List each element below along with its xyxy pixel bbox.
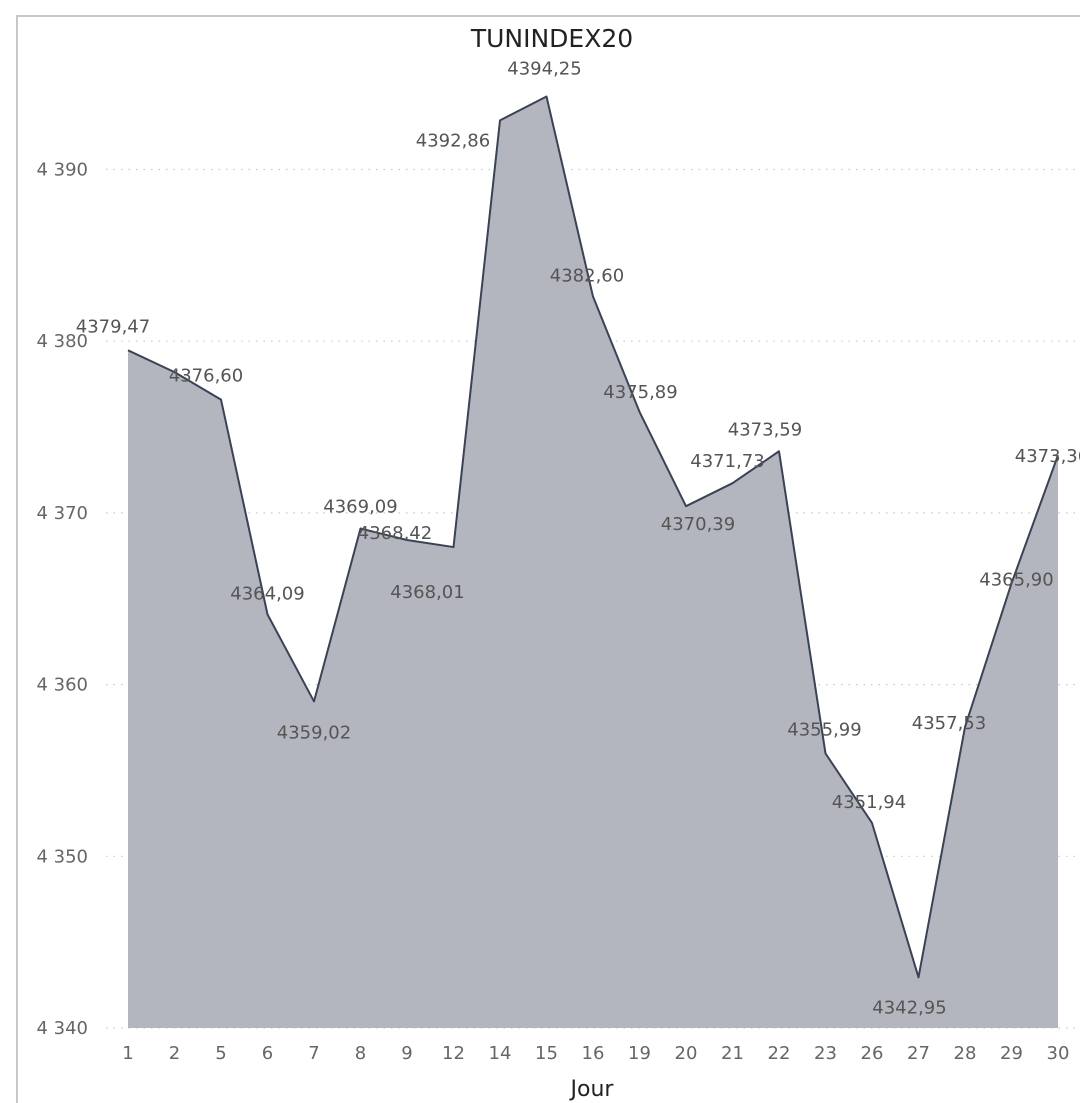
x-tick-label: 8 <box>355 1043 366 1064</box>
data-label: 4359,02 <box>277 722 351 743</box>
x-tick-label: 21 <box>721 1043 744 1064</box>
x-axis-ticks: 1 2 5 6 7 8 9 12 14 15 16 19 20 21 22 23 26 27 28 29 30 <box>122 1043 1069 1064</box>
x-tick-label: 15 <box>535 1043 558 1064</box>
data-label: 4376,60 <box>169 366 243 387</box>
x-tick-label: 19 <box>628 1043 651 1064</box>
data-label: 4368,42 <box>358 523 432 544</box>
x-tick-label: 27 <box>907 1043 930 1064</box>
x-tick-label: 9 <box>401 1043 412 1064</box>
x-tick-label: 12 <box>442 1043 465 1064</box>
data-label: 4371,73 <box>690 451 764 472</box>
x-tick-label: 14 <box>489 1043 512 1064</box>
y-tick-label: 4 380 <box>36 331 88 352</box>
data-labels: 4379,47 4376,60 4364,09 4359,02 4369,09 4368,… <box>76 59 1080 1019</box>
data-label: 4355,99 <box>787 719 861 740</box>
y-axis-ticks: 4 340 4 350 4 360 4 370 4 380 4 390 <box>36 160 88 1040</box>
data-label: 4365,90 <box>979 569 1053 590</box>
x-tick-label: 28 <box>954 1043 977 1064</box>
y-tick-label: 4 390 <box>36 160 88 181</box>
x-axis-title: Jour <box>569 1077 615 1102</box>
x-tick-label: 7 <box>308 1043 319 1064</box>
data-label: 4373,59 <box>728 419 802 440</box>
data-label: 4375,89 <box>603 382 677 403</box>
x-tick-label: 26 <box>861 1043 884 1064</box>
data-label: 4351,94 <box>832 792 906 813</box>
y-tick-label: 4 360 <box>36 675 88 696</box>
x-tick-label: 22 <box>768 1043 791 1064</box>
y-tick-label: 4 340 <box>36 1018 88 1039</box>
data-label: 4357,53 <box>912 713 986 734</box>
x-tick-label: 23 <box>814 1043 837 1064</box>
x-tick-label: 29 <box>1000 1043 1023 1064</box>
data-label: 4368,01 <box>390 582 464 603</box>
y-tick-label: 4 350 <box>36 846 88 867</box>
plot-area <box>127 95 1059 1029</box>
x-tick-label: 6 <box>262 1043 273 1064</box>
data-label: 4364,09 <box>230 583 304 604</box>
x-tick-label: 16 <box>582 1043 605 1064</box>
chart-border <box>16 15 1080 1103</box>
data-label: 4373,36 <box>1015 446 1080 467</box>
x-tick-label: 1 <box>122 1043 133 1064</box>
data-label: 4369,09 <box>323 497 397 518</box>
data-label: 4379,47 <box>76 316 150 337</box>
series-area <box>128 96 1058 1029</box>
data-label: 4370,39 <box>661 514 735 535</box>
y-tick-label: 4 370 <box>36 503 88 524</box>
data-label: 4392,86 <box>416 130 490 151</box>
chart-title: TUNINDEX20 <box>470 24 633 53</box>
data-label: 4382,60 <box>550 266 624 287</box>
x-tick-label: 2 <box>169 1043 180 1064</box>
data-label: 4342,95 <box>872 997 946 1018</box>
series-line <box>127 95 1059 979</box>
x-tick-label: 20 <box>675 1043 698 1064</box>
data-label: 4394,25 <box>507 59 581 80</box>
x-tick-label: 30 <box>1047 1043 1070 1064</box>
x-tick-label: 5 <box>215 1043 226 1064</box>
